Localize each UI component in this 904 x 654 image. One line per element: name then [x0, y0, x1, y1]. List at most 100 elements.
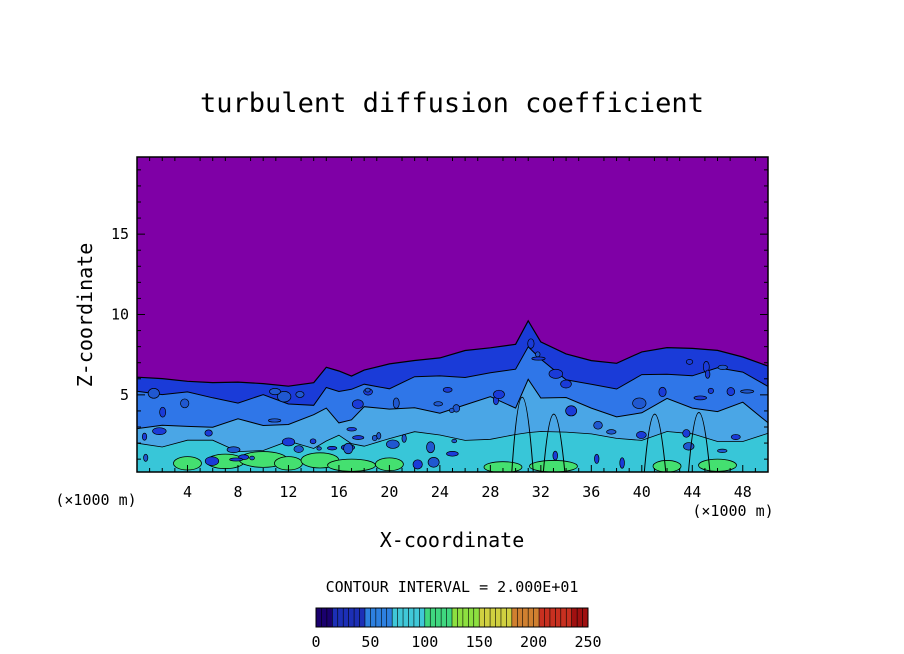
y-tick-label: 5	[120, 386, 129, 404]
colorbar-cell	[354, 608, 360, 627]
eddy	[351, 399, 364, 409]
eddy	[619, 457, 625, 469]
y-tick-label: 10	[111, 306, 129, 324]
plume-contour	[542, 413, 566, 472]
colorbar-cell	[337, 608, 344, 627]
colorbar-cell	[544, 608, 551, 627]
eddy	[527, 338, 535, 349]
colorbar	[315, 607, 589, 628]
x-axis-ticks: 4 8 12 16 20 24 28 32 36 40 44 48	[149, 157, 756, 501]
eddy	[658, 386, 667, 398]
eddy	[426, 441, 436, 454]
colorbar-cell	[473, 608, 480, 627]
x-tick-label: 28	[481, 483, 499, 501]
eddy	[593, 420, 603, 430]
colorbar-cell	[332, 608, 339, 627]
eddy	[717, 364, 728, 370]
eddy	[446, 451, 459, 457]
colorbar-cell	[517, 608, 524, 627]
colorbar-cell	[419, 608, 426, 627]
x-unit-left: (×1000 m)	[55, 491, 136, 509]
colorbar-cell	[424, 608, 431, 627]
colorbar-cell	[506, 608, 513, 627]
colorbar-cell	[555, 608, 562, 627]
eddy	[683, 442, 695, 451]
eddy	[401, 434, 407, 443]
colorbar-cell	[484, 608, 491, 627]
eddy	[730, 434, 741, 440]
colorbar-cell	[457, 608, 464, 627]
y-axis-ticks: 5 10 15	[111, 169, 768, 460]
colorbar-cell	[397, 608, 404, 627]
colorbar-cell	[392, 608, 398, 627]
eddy	[594, 453, 600, 464]
plume-contour	[511, 397, 534, 472]
colorbar-cell	[468, 608, 475, 627]
eddy	[392, 397, 400, 409]
colorbar-cell	[560, 608, 567, 627]
eddy	[204, 429, 213, 437]
eddy	[531, 356, 546, 361]
colorbar-cell	[430, 608, 436, 627]
colorbar-cell	[321, 608, 328, 627]
chart-title: turbulent diffusion coefficient	[200, 88, 704, 119]
eddy	[606, 429, 617, 435]
colorbar-cell	[582, 608, 589, 627]
eddy	[371, 435, 378, 442]
eddy	[152, 427, 167, 436]
colorbar-cell	[446, 608, 453, 627]
colorbar-cell	[413, 608, 420, 627]
eddy	[364, 387, 371, 393]
colorbar-cell	[375, 608, 382, 627]
eddy	[268, 418, 282, 423]
eddy	[632, 397, 647, 409]
eddy	[229, 457, 243, 462]
colorbar-cell	[316, 608, 322, 627]
x-tick-label: 8	[233, 483, 242, 501]
eddy	[427, 457, 440, 468]
x-tick-label: 32	[532, 483, 550, 501]
x-tick-label: 4	[183, 483, 192, 501]
eddy	[717, 448, 728, 453]
colorbar-cell	[479, 608, 485, 627]
x-tick-label: 20	[380, 483, 398, 501]
colorbar-cell	[522, 608, 529, 627]
colorbar-cell	[462, 608, 469, 627]
colorbar-cell	[490, 608, 496, 627]
eddy	[548, 368, 564, 379]
eddy	[451, 438, 458, 444]
eddy	[281, 437, 296, 447]
eddy	[433, 401, 443, 407]
colorbar-cell	[381, 608, 388, 627]
eddy	[682, 429, 691, 438]
colorbar-cell	[533, 608, 540, 627]
colorbar-cell	[452, 608, 458, 627]
colorbar-tick-label: 200	[520, 633, 547, 651]
colorbar-cell	[326, 608, 333, 627]
eddy	[442, 387, 453, 393]
eddy	[141, 432, 148, 441]
colorbar-tick-labels: 0 50 100 150 200 250	[311, 633, 601, 651]
eddy	[726, 387, 735, 396]
colorbar-cell	[500, 608, 507, 627]
x-tick-label: 44	[683, 483, 701, 501]
high-value-patch	[652, 460, 682, 472]
eddy	[707, 387, 714, 394]
x-tick-label: 24	[431, 483, 449, 501]
colorbar-cell	[441, 608, 447, 627]
colorbar-cell	[386, 608, 393, 627]
eddy	[685, 359, 694, 365]
colorbar-cell	[549, 608, 556, 627]
x-unit-right: (×1000 m)	[692, 502, 773, 520]
colorbar-frame	[315, 607, 589, 628]
colorbar-tick-label: 50	[361, 633, 379, 651]
colorbar-tick-label: 100	[411, 633, 438, 651]
x-tick-label: 40	[633, 483, 651, 501]
x-axis-label: X-coordinate	[380, 528, 525, 552]
eddy	[412, 459, 423, 470]
colorbar-cell	[403, 608, 409, 627]
colorbar-tick-label: 250	[574, 633, 601, 651]
colorbar-cell	[511, 608, 518, 627]
eddy	[293, 445, 304, 453]
